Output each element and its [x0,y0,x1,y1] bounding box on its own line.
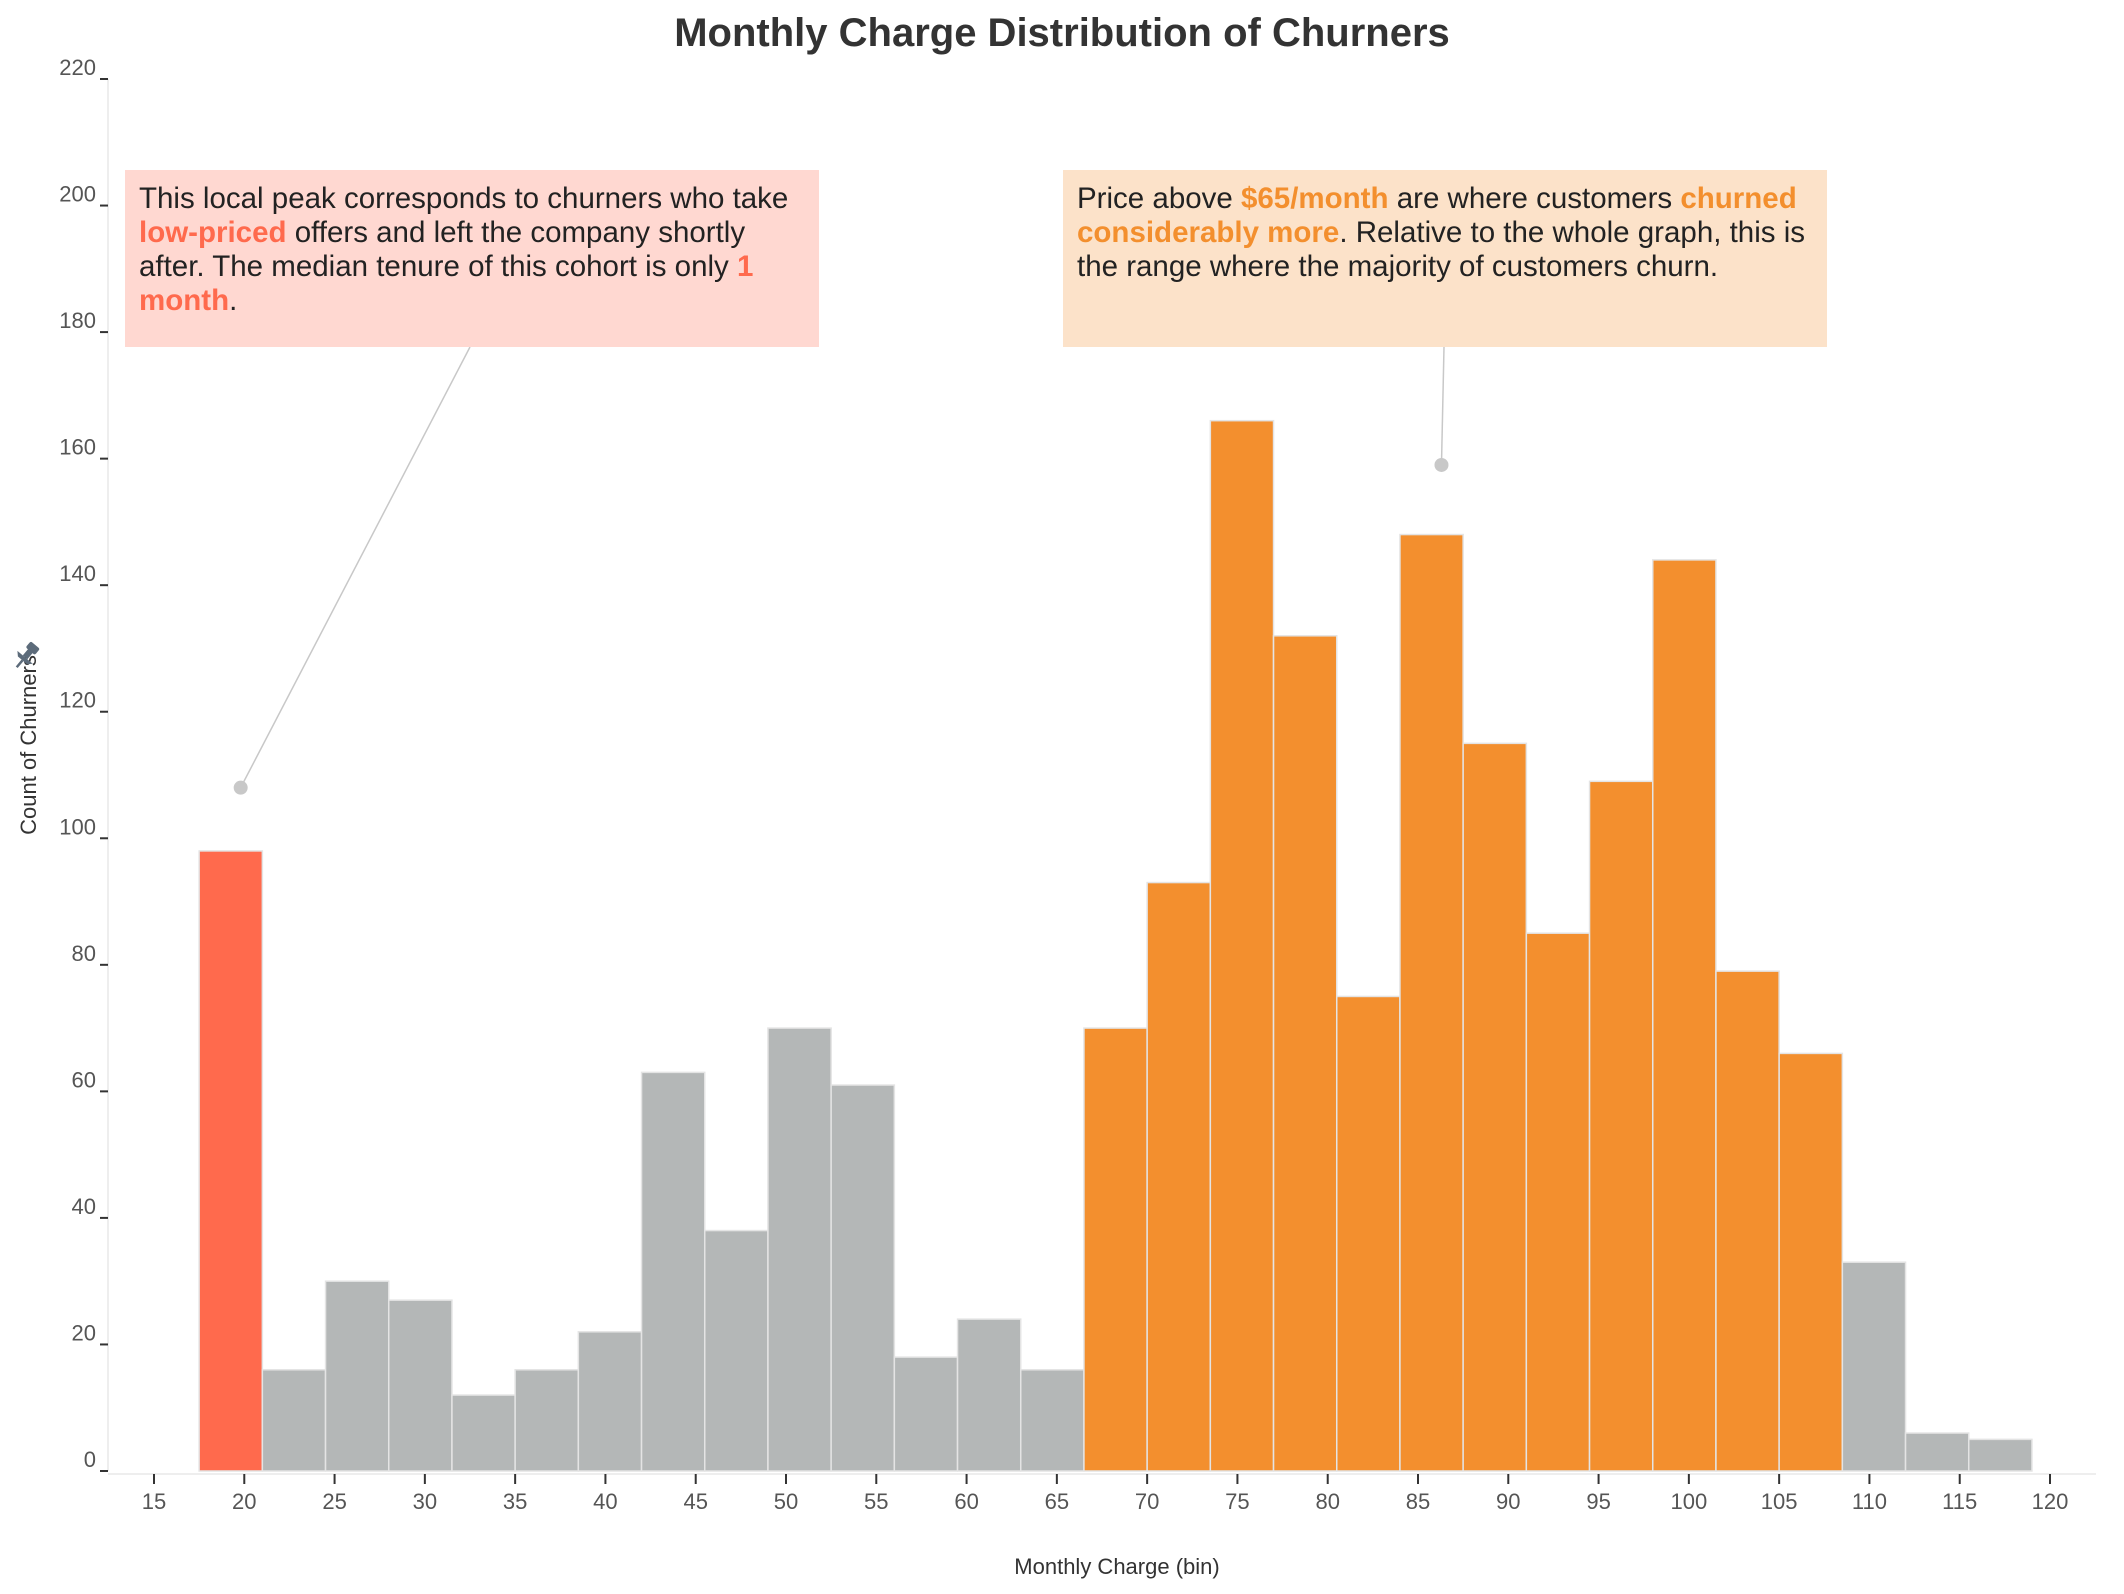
bar-other-7 [640,1071,706,1472]
bar-other-11 [893,1356,959,1472]
annotation-highlight: $65/month [1240,182,1389,215]
x-tick-label: 20 [232,1489,256,1514]
x-tick-label: 110 [1852,1489,1887,1514]
bar-high-19 [1399,533,1464,1472]
annotation-highlight: low-priced [139,216,287,249]
annotation-highlight: churned considerably more [1077,182,1797,249]
bar-other-1 [261,1369,327,1472]
annotation-highlight: 1 month [139,250,754,317]
x-tick-label: 65 [1045,1489,1069,1514]
x-tick-label: 40 [593,1489,617,1514]
y-tick-label: 40 [72,1194,96,1219]
x-tick-label: 105 [1761,1489,1798,1514]
x-tick-label: 120 [2032,1489,2069,1514]
x-axis: 15 20 25 30 35 40 45 50 55 60 65 70 75 80 85 90 95 100 105… [108,1473,2096,1514]
chart-title: Monthly Charge Distribution of Churners [674,11,1450,55]
y-tick-label: 160 [59,435,96,460]
bar-high-18 [1335,995,1401,1472]
bar-high-22 [1588,780,1654,1472]
x-tick-label: 115 [1942,1489,1977,1514]
x-tick-label: 25 [322,1489,346,1514]
y-tick-label: 200 [59,182,96,207]
bar-high-24 [1715,970,1780,1472]
bar-other-27 [1904,1432,1970,1472]
y-axis-title: Count of Churners [16,655,41,835]
bar-other-13 [1019,1369,1085,1472]
bar-high-25 [1778,1052,1844,1472]
x-tick-label: 15 [142,1489,166,1514]
bar-low-0 [198,850,264,1472]
x-tick-label: 100 [1670,1489,1707,1514]
y-tick-label: 180 [59,308,96,333]
leader-line-low [240,346,471,789]
bar-high-17 [1272,635,1338,1472]
y-tick-label: 0 [84,1447,96,1472]
pin-icon [15,642,40,669]
x-tick-label: 50 [774,1489,798,1514]
y-tick-label: 140 [59,561,96,586]
x-tick-label: 55 [864,1489,888,1514]
y-tick-label: 20 [72,1320,96,1345]
annotation-high-price: Price above $65/month are where customer… [1063,170,1827,347]
bar-other-2 [324,1280,390,1472]
bar-high-15 [1146,881,1212,1472]
x-tick-label: 80 [1315,1489,1339,1514]
leader-line-high [1440,346,1445,465]
bar-other-10 [830,1084,896,1472]
y-tick-label: 80 [72,941,96,966]
histogram-bars [198,419,2033,1472]
y-tick-label: 100 [59,814,96,839]
leader-dot-low [233,780,248,795]
y-tick-label: 120 [59,688,96,713]
bar-other-4 [451,1394,516,1472]
x-axis-title: Monthly Charge (bin) [1014,1554,1219,1579]
bar-other-8 [703,1229,769,1472]
bar-high-23 [1651,559,1717,1472]
bar-other-5 [514,1369,580,1472]
x-tick-label: 95 [1586,1489,1610,1514]
bar-other-6 [577,1331,643,1472]
bar-high-21 [1525,932,1591,1472]
annotation-low-price: This local peak corresponds to churners … [125,170,819,347]
bar-high-20 [1462,742,1528,1472]
x-tick-label: 85 [1406,1489,1430,1514]
x-tick-label: 45 [683,1489,707,1514]
x-tick-label: 30 [413,1489,437,1514]
bar-other-3 [387,1299,453,1472]
bar-other-26 [1841,1261,1907,1472]
bar-high-16 [1209,419,1275,1472]
y-tick-label: 220 [59,55,96,80]
x-tick-label: 75 [1225,1489,1249,1514]
bar-other-12 [956,1318,1022,1472]
bar-other-9 [767,1027,832,1472]
y-axis: 0 20 40 60 80 100 120 140 160 180 200 220 [59,55,109,1472]
annotation-leaders [233,346,1449,795]
leader-dot-high [1434,457,1449,472]
y-tick-label: 60 [72,1067,96,1092]
bar-other-28 [1967,1438,2033,1472]
x-tick-label: 70 [1135,1489,1159,1514]
x-tick-label: 35 [503,1489,527,1514]
bar-high-14 [1083,1027,1148,1472]
x-tick-label: 60 [954,1489,978,1514]
x-tick-label: 90 [1496,1489,1520,1514]
